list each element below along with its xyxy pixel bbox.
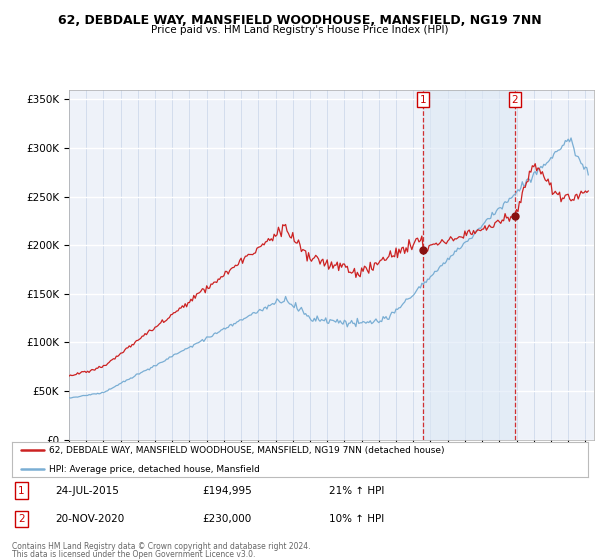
Text: 20-NOV-2020: 20-NOV-2020 [55, 514, 124, 524]
Text: 62, DEBDALE WAY, MANSFIELD WOODHOUSE, MANSFIELD, NG19 7NN (detached house): 62, DEBDALE WAY, MANSFIELD WOODHOUSE, MA… [49, 446, 445, 455]
Text: Price paid vs. HM Land Registry's House Price Index (HPI): Price paid vs. HM Land Registry's House … [151, 25, 449, 35]
Text: 2: 2 [18, 514, 25, 524]
Bar [423, 90, 515, 440]
Text: 1: 1 [419, 95, 426, 105]
Text: 24-JUL-2015: 24-JUL-2015 [55, 486, 119, 496]
Text: £230,000: £230,000 [202, 514, 251, 524]
Text: 21% ↑ HPI: 21% ↑ HPI [329, 486, 384, 496]
Text: This data is licensed under the Open Government Licence v3.0.: This data is licensed under the Open Gov… [12, 550, 256, 559]
Text: 1: 1 [18, 486, 25, 496]
Text: 62, DEBDALE WAY, MANSFIELD WOODHOUSE, MANSFIELD, NG19 7NN: 62, DEBDALE WAY, MANSFIELD WOODHOUSE, MA… [58, 14, 542, 27]
Text: 2: 2 [512, 95, 518, 105]
Text: Contains HM Land Registry data © Crown copyright and database right 2024.: Contains HM Land Registry data © Crown c… [12, 542, 311, 550]
Text: 10% ↑ HPI: 10% ↑ HPI [329, 514, 384, 524]
Text: HPI: Average price, detached house, Mansfield: HPI: Average price, detached house, Mans… [49, 465, 260, 474]
Text: £194,995: £194,995 [202, 486, 252, 496]
